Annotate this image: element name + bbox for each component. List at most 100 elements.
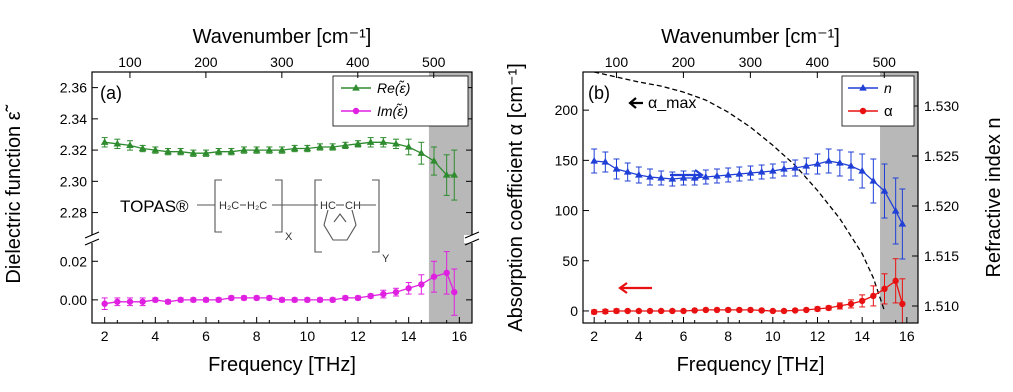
y-axis-label: Dielectric function ε̃: [3, 104, 25, 283]
series-im-point: [392, 288, 400, 296]
series-n-point: [601, 158, 610, 165]
series-n-point: [898, 220, 907, 227]
series-alpha-point: [803, 306, 810, 314]
y-tick-label: 2.30: [60, 173, 87, 189]
y-tick-label: 50: [562, 253, 578, 269]
series-alpha-point: [680, 307, 687, 315]
series-re-point: [227, 147, 236, 155]
legend-marker: [352, 107, 360, 115]
series-re-point: [278, 146, 286, 153]
legend: Re(ε̃) Im(ε̃): [332, 75, 469, 127]
n-axis-arrow: [670, 169, 704, 181]
series-re-point: [379, 138, 388, 145]
series-n-point: [612, 165, 621, 172]
series-n-point: [780, 165, 788, 172]
series-alpha-point: [825, 304, 832, 312]
series-alpha-point: [590, 308, 598, 316]
series-alpha-point: [713, 306, 721, 314]
series-alpha-point: [657, 307, 665, 315]
legend-label: α: [884, 103, 893, 120]
legend-box: [332, 75, 469, 127]
series-alpha-point: [602, 308, 609, 315]
y-tick-label: 0: [570, 303, 578, 319]
series-re-point: [138, 144, 147, 152]
series-n-point: [646, 173, 654, 180]
series-im-point: [152, 296, 159, 304]
alpha-max-arrow: [628, 97, 643, 109]
series-alpha-point: [858, 297, 866, 305]
series-re-point: [404, 142, 413, 150]
x-tick-label: 8: [724, 328, 732, 344]
axis-break-mark: [464, 231, 480, 239]
series-n-point: [657, 174, 665, 181]
series-im-point: [329, 296, 336, 304]
top-axis-label: Wavenumber [cm⁻¹]: [193, 26, 372, 48]
alpha-max-curve: [594, 72, 886, 312]
series-im-point: [114, 298, 121, 305]
series-im-point: [451, 288, 458, 296]
series-n-point: [668, 175, 677, 182]
series-re-point: [100, 138, 109, 145]
series-re-point: [430, 157, 438, 164]
series-re-point: [328, 142, 337, 150]
axis-break-mark: [84, 238, 100, 246]
top-tick-label: 300: [739, 54, 763, 70]
series-im-point: [405, 285, 412, 292]
series-alpha-point: [747, 306, 754, 314]
y-axis-label: Absorption coefficient α [cm⁻¹]: [505, 63, 527, 332]
series-re-point: [316, 142, 324, 150]
series-re-point: [265, 146, 274, 153]
series-im-point: [240, 294, 248, 302]
x-tick-label: 14: [854, 328, 870, 344]
formula-label: HC: [320, 200, 336, 212]
legend-label: Im(ε̃): [377, 103, 408, 119]
series-n-point: [713, 172, 721, 179]
series-re-point: [176, 147, 185, 155]
y-tick-label: 0.02: [60, 253, 87, 269]
series-n-point: [724, 171, 732, 178]
series-alpha-point: [635, 307, 643, 315]
panel-b: 0 50 100 150 200 1.510 1.515 1.520 1.525 1.530 Abs…: [505, 63, 1005, 332]
top-tick-label: 300: [270, 54, 294, 70]
series-n-point: [836, 159, 844, 166]
series-im-point: [101, 300, 108, 307]
series-alpha-point: [899, 300, 906, 308]
series-re-point: [341, 141, 350, 149]
y-tick-label: 2.32: [60, 142, 87, 158]
series-im-point: [380, 290, 387, 298]
x-tick-label: 14: [401, 328, 417, 344]
alpha-axis-arrow: [618, 282, 652, 294]
series-im-point: [443, 269, 450, 277]
y-right-tick-label: 1.515: [924, 248, 959, 264]
series-alpha-point: [769, 307, 777, 315]
bracket: [372, 179, 380, 253]
top-tick-label: 500: [873, 54, 897, 70]
series-n-point: [757, 168, 766, 175]
series-im-point: [266, 294, 273, 302]
bracket: [314, 179, 322, 253]
y-tick-label: 2.36: [60, 80, 87, 96]
axis-break-mask: [84, 235, 100, 243]
series-alpha-point: [881, 285, 888, 293]
series-im-point: [190, 296, 197, 304]
formula-label: H₂C: [219, 200, 239, 212]
series-im-point: [228, 294, 235, 302]
series-re-point: [392, 139, 400, 147]
series-re-point: [252, 146, 261, 153]
y-tick-label: 100: [555, 203, 579, 219]
series-alpha-point: [780, 307, 788, 315]
bracket: [275, 179, 283, 233]
series-re-point: [240, 146, 248, 153]
series-n-point: [590, 157, 598, 164]
x-tick-label: 12: [810, 328, 826, 344]
y-right-tick-label: 1.525: [924, 148, 959, 164]
x-tick-label: 4: [635, 328, 643, 344]
series-im-point: [278, 296, 286, 304]
series-alpha-line: [594, 279, 904, 313]
axis-break-mark: [464, 238, 480, 246]
series-alpha-point: [669, 307, 676, 315]
series-n-point: [746, 169, 755, 176]
series-alpha-point: [613, 307, 620, 315]
series-im-point: [342, 294, 349, 302]
